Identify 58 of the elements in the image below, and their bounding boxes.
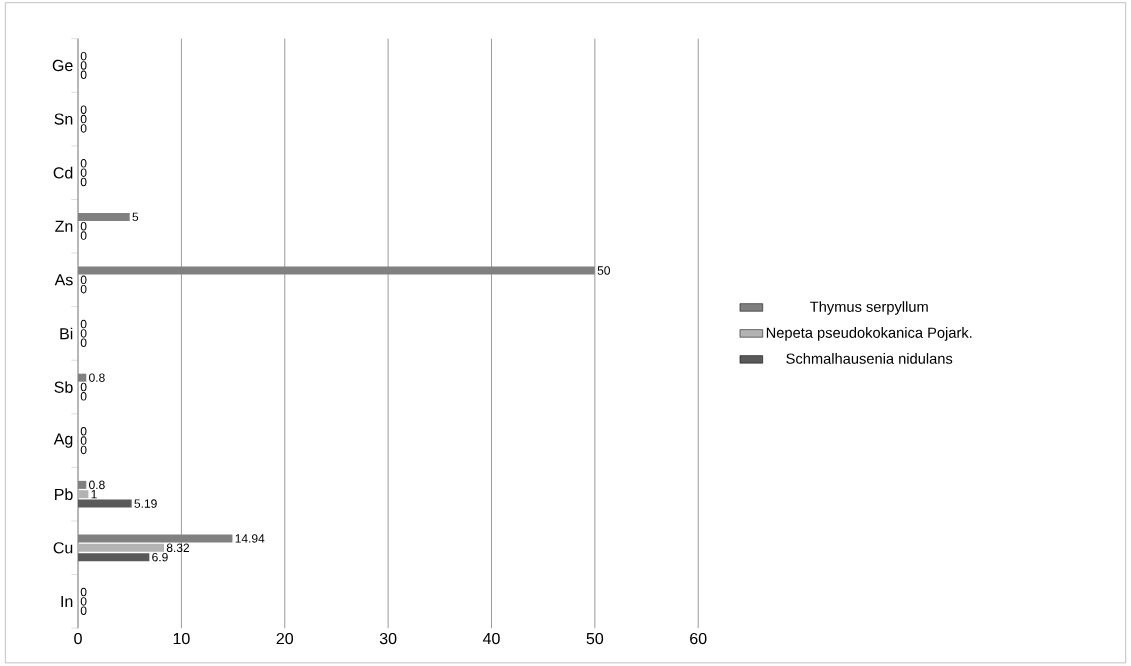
x-tick-label: 10 bbox=[173, 633, 190, 645]
y-tick-label: Cu bbox=[53, 542, 73, 554]
y-tick-label: Sn bbox=[54, 113, 73, 125]
data-label: 0 bbox=[80, 231, 87, 241]
data-label: 0 bbox=[80, 52, 87, 61]
data-label: 0 bbox=[80, 338, 87, 348]
data-label: 14.94 bbox=[235, 534, 265, 543]
bar bbox=[78, 499, 132, 508]
data-label: 0 bbox=[80, 115, 87, 124]
data-label: 0 bbox=[80, 61, 87, 70]
data-label: 0 bbox=[80, 285, 87, 294]
x-tick-label: 60 bbox=[690, 633, 707, 645]
data-label: 0 bbox=[80, 606, 87, 616]
data-label: 50 bbox=[597, 266, 610, 275]
y-tick-label: As bbox=[54, 274, 73, 286]
x-tick-label: 30 bbox=[379, 633, 397, 645]
data-label: 0 bbox=[80, 177, 87, 187]
x-tick-label: 20 bbox=[276, 633, 294, 645]
data-label: 0 bbox=[80, 222, 87, 231]
y-tick-label: Bi bbox=[60, 327, 73, 340]
data-label: 0 bbox=[80, 597, 87, 606]
data-label: 0 bbox=[80, 105, 87, 115]
data-label: 0 bbox=[80, 168, 87, 178]
legend-label: Schmalhausenia nidulans bbox=[786, 353, 953, 365]
x-tick-label: 0 bbox=[74, 633, 82, 645]
bar bbox=[78, 553, 150, 562]
y-tick-label: Ag bbox=[53, 433, 73, 449]
data-label: 5 bbox=[132, 212, 139, 222]
data-label: 0 bbox=[80, 588, 87, 597]
x-tick-label: 50 bbox=[586, 633, 604, 645]
bar bbox=[78, 490, 89, 499]
data-label: 0 bbox=[80, 445, 87, 455]
y-tick-label: Pb bbox=[55, 488, 73, 501]
y-tick-label: Zn bbox=[55, 220, 73, 232]
data-label: 8.32 bbox=[166, 543, 190, 553]
legend-label: Nepeta pseudokokanica Pojark. bbox=[766, 327, 972, 342]
data-label: 6.9 bbox=[152, 553, 168, 562]
y-tick-label: Sb bbox=[54, 381, 73, 394]
bar bbox=[78, 544, 165, 553]
data-label: 0 bbox=[80, 427, 87, 436]
data-label: 0 bbox=[80, 436, 87, 446]
x-tick-label: 40 bbox=[482, 633, 500, 645]
data-label: 5.19 bbox=[134, 499, 157, 509]
data-label: 0 bbox=[80, 329, 87, 338]
data-label: 0 bbox=[80, 275, 87, 285]
text: Thymus serpyllum bbox=[810, 301, 928, 316]
data-label: 0.8 bbox=[89, 373, 105, 383]
data-label: 0.8 bbox=[89, 480, 105, 490]
data-label: 1 bbox=[91, 490, 97, 499]
y-tick-label: Cd bbox=[53, 167, 73, 179]
data-label: 0 bbox=[80, 159, 87, 168]
data-label: 0 bbox=[80, 70, 87, 80]
y-tick-label: In bbox=[61, 596, 73, 608]
data-label: 0 bbox=[80, 124, 87, 133]
y-tick-label: Ge bbox=[52, 60, 73, 72]
data-label: 0 bbox=[80, 392, 87, 401]
data-label: 0 bbox=[80, 383, 87, 392]
data-label: 0 bbox=[80, 320, 87, 329]
